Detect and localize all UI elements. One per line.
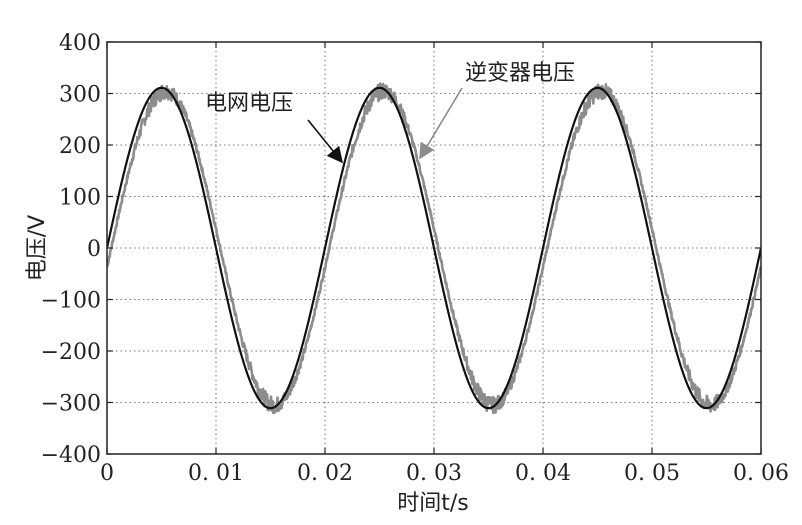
y-tick-label: 0 <box>87 237 101 262</box>
y-tick-label: −100 <box>41 289 101 314</box>
x-tick-label: 0. 06 <box>733 461 789 486</box>
x-tick-label: 0. 04 <box>515 461 571 486</box>
x-tick-label: 0. 02 <box>297 461 353 486</box>
y-axis-title: 电压/V <box>25 215 50 281</box>
annotation-grid-voltage: 电网电压 <box>205 91 293 116</box>
annotation-arrow-grid <box>307 119 344 164</box>
ticks: 0 0. 01 0. 02 0. 03 0. 04 0. 05 0. 06 400 300 200… <box>41 31 789 486</box>
y-tick-label: −400 <box>41 443 101 468</box>
x-axis-title: 时间t/s <box>397 491 469 516</box>
x-tick-label: 0. 05 <box>624 461 680 486</box>
y-tick-label: 400 <box>59 31 101 56</box>
x-tick-label: 0 <box>100 461 114 486</box>
y-tick-label: 300 <box>59 83 101 108</box>
y-tick-label: −200 <box>41 340 101 365</box>
x-tick-label: 0. 03 <box>406 461 462 486</box>
y-tick-label: −300 <box>41 392 101 417</box>
annotation-inverter-voltage: 逆变器电压 <box>465 61 575 86</box>
series-lines <box>107 82 761 415</box>
y-tick-label: 200 <box>59 134 101 159</box>
series-inverter-voltage-line <box>107 82 761 415</box>
annotations: 电网电压 逆变器电压 <box>205 61 575 164</box>
x-tick-label: 0. 01 <box>188 461 244 486</box>
series-grid-voltage-line <box>107 86 761 410</box>
annotation-arrow-inverter <box>419 87 463 160</box>
y-tick-label: 100 <box>59 186 101 211</box>
